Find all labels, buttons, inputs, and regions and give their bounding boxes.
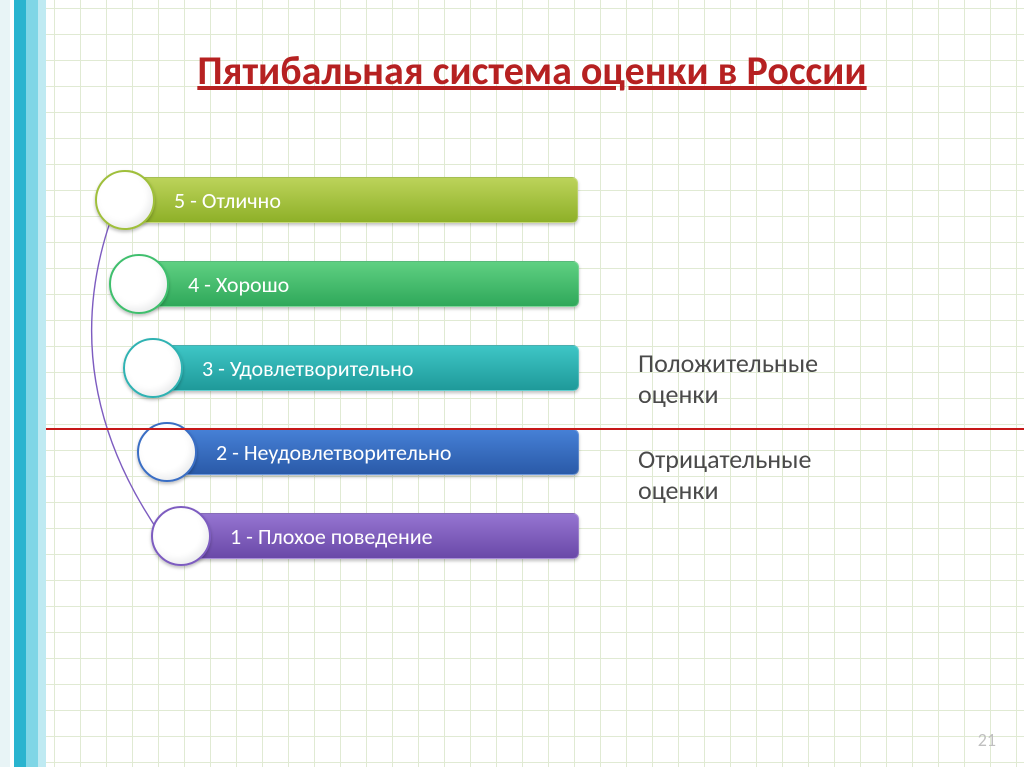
negative-label-line1: Отрицательные [638, 443, 811, 475]
divider-line [46, 428, 1024, 430]
grade-node-circle [95, 170, 155, 230]
positive-label-line1: Положительные [638, 347, 818, 379]
negative-label-line2: оценки [638, 474, 719, 506]
left-accent-stripe [0, 0, 46, 767]
slide-title: Пятибальная система оценки в России [70, 46, 994, 95]
grade-bar: 4 - Хорошо [149, 261, 579, 307]
page-number: 21 [978, 729, 996, 751]
grade-bar: 3 - Удовлетворительно [163, 345, 579, 391]
grade-node-circle [151, 506, 211, 566]
grade-node-circle [109, 254, 169, 314]
grade-label: 1 - Плохое поведение [230, 523, 433, 550]
grade-label: 3 - Удовлетворительно [202, 355, 413, 382]
positive-label-line2: оценки [638, 378, 719, 410]
grade-node-circle [123, 338, 183, 398]
grade-bar: 5 - Отлично [135, 177, 578, 223]
grade-bar: 1 - Плохое поведение [191, 513, 579, 559]
grade-label: 5 - Отлично [174, 187, 281, 214]
positive-label: Положительные оценки [638, 348, 818, 410]
grading-diagram: 5 - Отлично 4 - Хорошо 3 - Удовлетворитель… [95, 170, 615, 600]
slide: Пятибальная система оценки в России 5 - … [0, 0, 1024, 767]
grade-label: 2 - Неудовлетворительно [216, 439, 452, 466]
grade-bar: 2 - Неудовлетворительно [177, 429, 579, 475]
grade-node-circle [137, 422, 197, 482]
grade-label: 4 - Хорошо [188, 271, 289, 298]
negative-label: Отрицательные оценки [638, 444, 811, 506]
